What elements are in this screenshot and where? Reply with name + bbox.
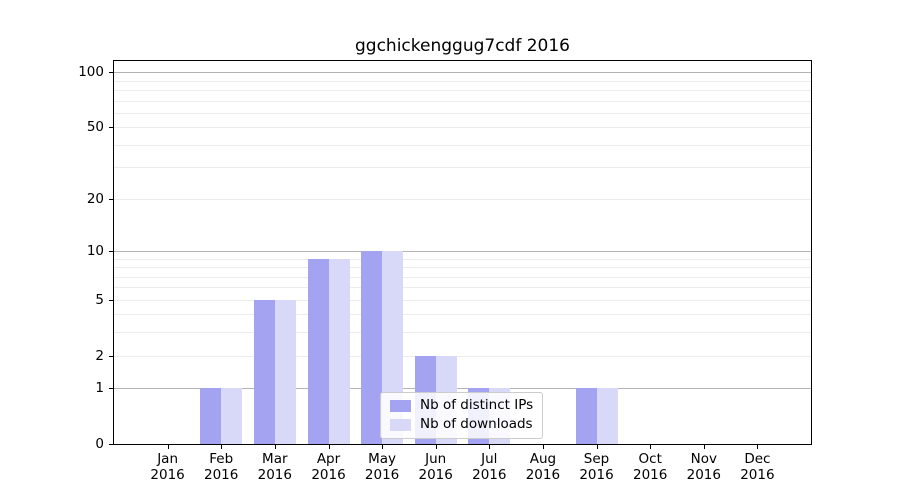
bar-distinct-ips bbox=[307, 258, 329, 444]
x-tick-label: Sep 2016 bbox=[562, 451, 632, 483]
x-tick-label: Dec 2016 bbox=[722, 451, 792, 483]
gridline-minor bbox=[114, 332, 811, 334]
gridline-major bbox=[114, 72, 811, 74]
x-tick-label: Jan 2016 bbox=[133, 451, 203, 483]
x-tick-label: May 2016 bbox=[347, 451, 417, 483]
bar-downloads bbox=[596, 388, 618, 444]
bar-downloads bbox=[274, 299, 296, 444]
gridline-minor bbox=[114, 355, 811, 357]
y-tick-label: 2 bbox=[95, 347, 104, 364]
x-tick-label-year: 2016 bbox=[472, 467, 507, 483]
x-tick-label-year: 2016 bbox=[525, 467, 561, 483]
y-tick-mark bbox=[109, 299, 113, 301]
y-tick-mark bbox=[109, 444, 113, 445]
gridline-minor bbox=[114, 287, 811, 289]
x-tick-label-year: 2016 bbox=[633, 467, 668, 483]
x-tick-label: Jul 2016 bbox=[454, 451, 524, 483]
bar-distinct-ips bbox=[361, 250, 383, 444]
y-tick-mark bbox=[109, 127, 113, 129]
x-tick-label: Nov 2016 bbox=[669, 451, 739, 483]
gridline-minor bbox=[114, 127, 811, 129]
legend-label-distinct-ips: Nb of distinct IPs bbox=[420, 397, 534, 413]
x-tick-label-year: 2016 bbox=[204, 467, 239, 483]
y-tick-mark bbox=[109, 72, 113, 74]
x-tick-mark bbox=[274, 445, 276, 449]
x-tick-mark bbox=[489, 445, 491, 449]
x-tick-mark bbox=[435, 445, 437, 449]
y-tick-label: 50 bbox=[86, 119, 104, 136]
y-tick-mark bbox=[109, 250, 113, 252]
y-tick-label: 5 bbox=[95, 291, 104, 308]
x-tick-label-year: 2016 bbox=[311, 467, 346, 483]
x-tick-label: Oct 2016 bbox=[615, 451, 685, 483]
x-tick-label-year: 2016 bbox=[579, 467, 614, 483]
x-tick-label-year: 2016 bbox=[257, 467, 292, 483]
y-tick-label: 0 bbox=[95, 436, 104, 452]
legend-swatch-downloads bbox=[390, 418, 411, 431]
y-tick-mark bbox=[109, 388, 113, 390]
bar-distinct-ips bbox=[200, 388, 222, 444]
gridline-major bbox=[114, 250, 811, 252]
x-tick-mark bbox=[757, 445, 759, 449]
y-tick-mark bbox=[109, 355, 113, 357]
x-tick-label: Feb 2016 bbox=[186, 451, 256, 483]
gridline-minor bbox=[114, 112, 811, 114]
x-tick-label: Aug 2016 bbox=[508, 451, 578, 483]
chart-title: ggchickenggug7cdf 2016 bbox=[355, 36, 570, 56]
gridline-minor bbox=[114, 90, 811, 91]
x-tick-mark bbox=[328, 445, 330, 449]
legend-label-downloads: Nb of downloads bbox=[420, 416, 533, 432]
x-tick-label-year: 2016 bbox=[418, 467, 453, 483]
gridline-minor bbox=[114, 267, 811, 268]
x-tick-label: Jun 2016 bbox=[401, 451, 471, 483]
y-tick-label: 20 bbox=[86, 190, 104, 207]
x-tick-label: Mar 2016 bbox=[240, 451, 310, 483]
gridline-minor bbox=[114, 100, 811, 102]
legend: Nb of distinct IPs Nb of downloads bbox=[380, 392, 544, 439]
x-tick-mark bbox=[596, 445, 598, 449]
bar-downloads bbox=[328, 258, 350, 444]
bar-downloads bbox=[221, 388, 243, 444]
legend-item-downloads: Nb of downloads bbox=[390, 417, 533, 432]
y-tick-mark bbox=[109, 198, 113, 200]
gridline-minor bbox=[114, 198, 811, 200]
x-tick-mark bbox=[650, 445, 652, 449]
gridline-minor bbox=[114, 258, 811, 260]
gridline-major bbox=[114, 388, 811, 390]
x-tick-label-year: 2016 bbox=[364, 467, 400, 483]
gridline-minor bbox=[114, 299, 811, 301]
x-tick-label-year: 2016 bbox=[686, 467, 721, 483]
gridline-minor bbox=[114, 314, 811, 316]
bar-distinct-ips bbox=[575, 388, 597, 444]
bar-distinct-ips bbox=[253, 299, 275, 444]
gridline-minor bbox=[114, 144, 811, 146]
x-tick-label: Apr 2016 bbox=[294, 451, 364, 483]
y-tick-label: 100 bbox=[78, 64, 104, 81]
y-tick-label: 10 bbox=[86, 242, 104, 259]
x-tick-mark bbox=[703, 445, 705, 449]
legend-swatch-distinct-ips bbox=[390, 399, 411, 412]
y-tick-label: 1 bbox=[95, 380, 104, 397]
x-tick-mark bbox=[221, 445, 223, 449]
legend-item-distinct-ips: Nb of distinct IPs bbox=[390, 398, 533, 413]
x-tick-mark bbox=[167, 445, 169, 449]
x-tick-label-year: 2016 bbox=[740, 467, 775, 483]
gridline-minor bbox=[114, 276, 811, 278]
gridline-minor bbox=[114, 80, 811, 82]
x-tick-mark bbox=[542, 445, 544, 449]
plot-area: Nb of distinct IPs Nb of downloads bbox=[113, 60, 812, 445]
x-tick-mark bbox=[382, 445, 384, 449]
x-tick-label-year: 2016 bbox=[150, 467, 185, 483]
gridline-minor bbox=[114, 167, 811, 169]
